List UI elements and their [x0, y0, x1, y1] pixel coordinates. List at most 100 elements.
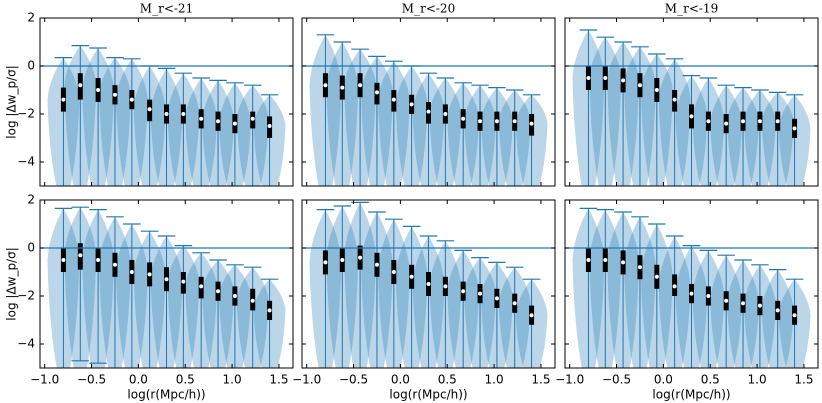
median-dot [586, 258, 591, 262]
median-dot [621, 260, 626, 265]
median-dot [232, 121, 237, 126]
median-dot [494, 296, 499, 301]
y-tick-label: −2 [17, 107, 35, 121]
panel: M_r<-19 [564, 2, 819, 187]
median-dot [181, 112, 186, 116]
y-tick-label: −2 [17, 289, 35, 303]
y-axis-label: log |Δw_p/σ| [5, 65, 19, 138]
x-tick-label: 0.0 [654, 373, 673, 387]
x-tick-label: 0.5 [176, 373, 195, 387]
median-dot [112, 92, 117, 97]
median-dot [494, 119, 499, 124]
median-dot [706, 119, 711, 124]
median-dot [792, 126, 797, 131]
median-dot [603, 258, 608, 262]
plot-area [302, 201, 555, 368]
x-tick-label: −1.0 [292, 373, 321, 387]
y-tick-label: 2 [27, 11, 35, 25]
median-dot [232, 294, 237, 298]
median-dot [672, 97, 677, 102]
median-dot [199, 284, 204, 289]
median-dot [164, 112, 169, 116]
median-dot [409, 274, 414, 279]
median-dot [112, 262, 117, 267]
median-dot [512, 301, 517, 306]
x-tick-label: 1.5 [794, 373, 813, 387]
median-dot [340, 258, 345, 262]
median-dot [529, 121, 534, 126]
median-dot [78, 253, 83, 258]
median-dot [391, 97, 396, 102]
y-tick-label: 2 [27, 193, 35, 207]
median-dot [374, 90, 379, 95]
median-dot [757, 119, 762, 124]
median-dot [461, 116, 466, 121]
median-dot [689, 114, 694, 119]
median-dot [374, 262, 379, 267]
median-dot [529, 313, 534, 318]
panel: −1.0 −0.5 0.0 0.5 1.0 1.5 log(r(Mpc/h)) [555, 199, 819, 402]
median-dot [775, 308, 780, 313]
median-dot [340, 85, 345, 90]
median-dot [706, 294, 711, 298]
median-dot [129, 97, 134, 102]
panel-title: M_r<-20 [402, 2, 455, 16]
median-dot [267, 308, 272, 313]
median-dot [603, 76, 608, 80]
x-tick-label: −0.5 [339, 373, 368, 387]
median-dot [586, 76, 591, 80]
axes-frame [564, 17, 819, 187]
median-dot [61, 258, 66, 262]
median-dot [478, 119, 483, 124]
median-dot [409, 102, 414, 107]
median-dot [724, 121, 729, 126]
median-dot [478, 291, 483, 296]
panel: −1.0 −0.5 0.0 0.5 1.0 1.5 log(r(Mpc/h)) [292, 199, 556, 402]
panel: −1.0 −0.5 0.0 0.5 1.0 1.5 −4 −2 0 2 log(r(Mpc/h)) l… [5, 193, 294, 402]
median-dot [147, 272, 152, 277]
median-dot [512, 119, 517, 124]
plot-area [40, 206, 293, 368]
x-tick-label: 1.0 [485, 373, 504, 387]
median-dot [689, 291, 694, 296]
median-dot [637, 83, 642, 88]
median-dot [216, 119, 221, 124]
median-dot [267, 124, 272, 128]
plot-area [565, 29, 818, 186]
y-tick-label: −4 [17, 155, 35, 169]
median-dot [391, 270, 396, 274]
median-dot [443, 112, 448, 116]
median-dot [426, 109, 431, 114]
x-axis-label: log(r(Mpc/h)) [127, 388, 205, 402]
median-dot [323, 260, 328, 265]
median-dot [672, 284, 677, 289]
median-dot [757, 303, 762, 308]
x-tick-label: −0.5 [77, 373, 106, 387]
x-tick-label: 0.5 [701, 373, 720, 387]
median-dot [250, 298, 255, 303]
plot-area [40, 44, 293, 186]
y-tick-label: −4 [17, 337, 35, 351]
median-dot [461, 289, 466, 294]
axes-frame [39, 199, 294, 369]
axes-frame [39, 17, 294, 187]
x-axis-label: log(r(Mpc/h)) [652, 388, 730, 402]
x-tick-label: −1.0 [30, 373, 59, 387]
median-dot [621, 78, 626, 83]
median-dot [181, 279, 186, 284]
median-dot [654, 274, 659, 279]
median-dot [250, 116, 255, 121]
median-dot [164, 277, 169, 282]
panel-title: M_r<-19 [665, 2, 718, 16]
median-dot [358, 83, 363, 88]
x-tick-label: 0.5 [438, 373, 457, 387]
median-dot [775, 119, 780, 124]
plot-area [565, 207, 818, 368]
median-dot [96, 258, 101, 262]
plot-area [302, 34, 555, 186]
x-tick-label: −1.0 [555, 373, 584, 387]
median-dot [147, 107, 152, 112]
median-dot [78, 83, 83, 88]
median-dot [741, 119, 746, 124]
